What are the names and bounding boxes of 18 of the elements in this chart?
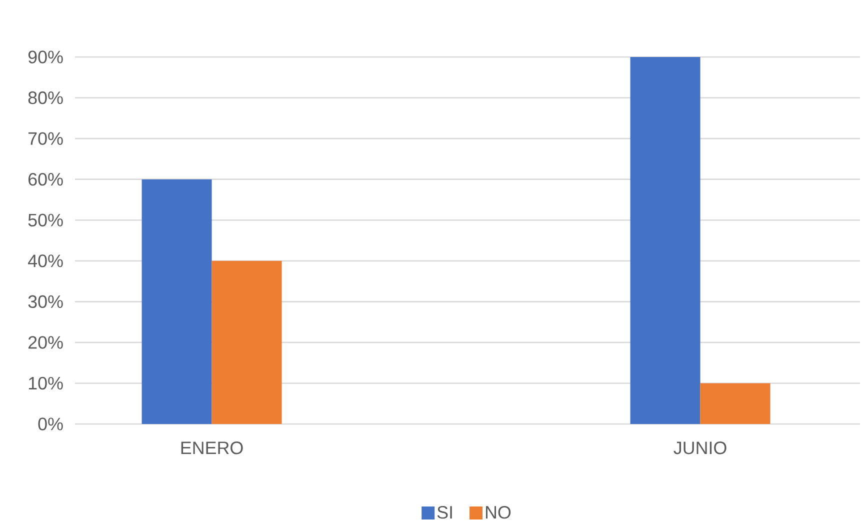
legend-label: SI: [437, 506, 452, 519]
bar: [142, 179, 212, 424]
y-tick-label: 30%: [28, 295, 63, 308]
y-tick-label: 0%: [38, 418, 63, 430]
y-tick-label: 80%: [28, 91, 63, 104]
x-tick-label: ENERO: [181, 442, 243, 454]
y-tick-label: 90%: [28, 50, 63, 64]
y-tick-label: 70%: [28, 132, 63, 145]
bar: [700, 383, 770, 424]
y-tick-label: 20%: [28, 336, 63, 349]
x-tick-label: JUNIO: [674, 442, 726, 454]
y-tick-label: 60%: [28, 172, 63, 186]
y-tick-label: 50%: [28, 214, 63, 226]
bar: [212, 260, 282, 424]
y-tick-label: 40%: [28, 254, 63, 268]
y-tick-label: 10%: [28, 376, 63, 390]
bar: [630, 57, 700, 424]
legend-label: NO: [486, 506, 511, 519]
